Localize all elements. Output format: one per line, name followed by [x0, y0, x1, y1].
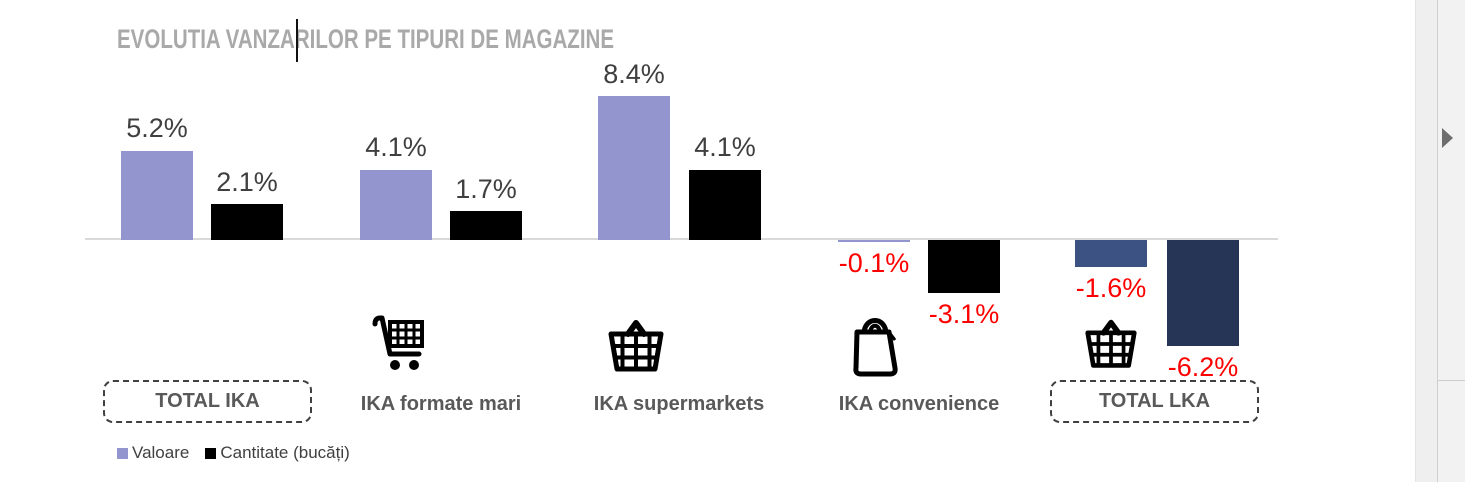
shopping-basket-icon	[1082, 317, 1140, 376]
bar-ika-formate-mari-valoare	[360, 169, 432, 240]
value-label: -1.6%	[1075, 273, 1147, 304]
value-label: 4.1%	[365, 132, 427, 163]
value-label: 1.7%	[455, 173, 517, 204]
category-label: TOTAL LKA	[1098, 390, 1211, 412]
shopping-basket-icon	[605, 317, 667, 380]
legend-label: Valoare	[132, 443, 190, 462]
panel-divider	[1438, 380, 1465, 381]
category-label-ika-supermarkets: IKA supermarkets	[593, 393, 765, 415]
chart-title: EVOLUTIA VANZARILOR PE TIPURI DE MAGAZIN…	[117, 24, 615, 54]
bar-total-lka-valoare	[1075, 240, 1147, 268]
value-label: -6.2%	[1167, 352, 1239, 383]
value-label: 2.1%	[216, 166, 278, 197]
value-label: 8.4%	[603, 58, 665, 89]
bar-ika-supermarkets-cantitate	[689, 169, 761, 240]
chart-legend: Valoare Cantitate (bucăți)	[117, 443, 350, 463]
bar-total-ika-cantitate	[211, 204, 283, 240]
category-box-total-ika: TOTAL IKA	[103, 380, 312, 423]
scrollbar-track[interactable]	[1415, 0, 1438, 482]
value-label: -3.1%	[928, 299, 1000, 330]
category-label-ika-convenience: IKA convenience	[838, 393, 1000, 415]
category-label-ika-formate-mari: IKA formate mari	[360, 393, 522, 415]
bar-ika-supermarkets-valoare	[598, 95, 670, 240]
legend-item-cantitate: Cantitate (bucăți)	[205, 443, 350, 463]
text-cursor	[296, 19, 298, 62]
shopping-cart-icon	[368, 311, 426, 378]
category-box-total-lka: TOTAL LKA	[1050, 380, 1259, 423]
value-label: -0.1%	[838, 248, 910, 278]
category-label: TOTAL IKA	[155, 390, 260, 412]
x-axis-line	[85, 238, 1278, 240]
bar-ika-convenience-valoare	[838, 240, 910, 242]
bar-ika-convenience-cantitate	[928, 240, 1000, 294]
bar-total-lka-cantitate	[1167, 240, 1239, 347]
expand-panel-arrow-icon[interactable]	[1442, 128, 1453, 148]
legend-label: Cantitate (bucăți)	[220, 443, 350, 462]
legend-swatch-valoare	[117, 447, 128, 459]
bar-total-ika-valoare	[121, 150, 193, 240]
legend-swatch-cantitate	[205, 447, 217, 459]
bar-ika-formate-mari-cantitate	[450, 210, 522, 240]
shopping-bag-icon	[849, 308, 901, 385]
value-label: 4.1%	[694, 132, 756, 163]
value-label: 5.2%	[126, 113, 188, 144]
legend-item-valoare: Valoare	[117, 443, 189, 463]
side-panel-strip[interactable]	[1437, 0, 1465, 482]
